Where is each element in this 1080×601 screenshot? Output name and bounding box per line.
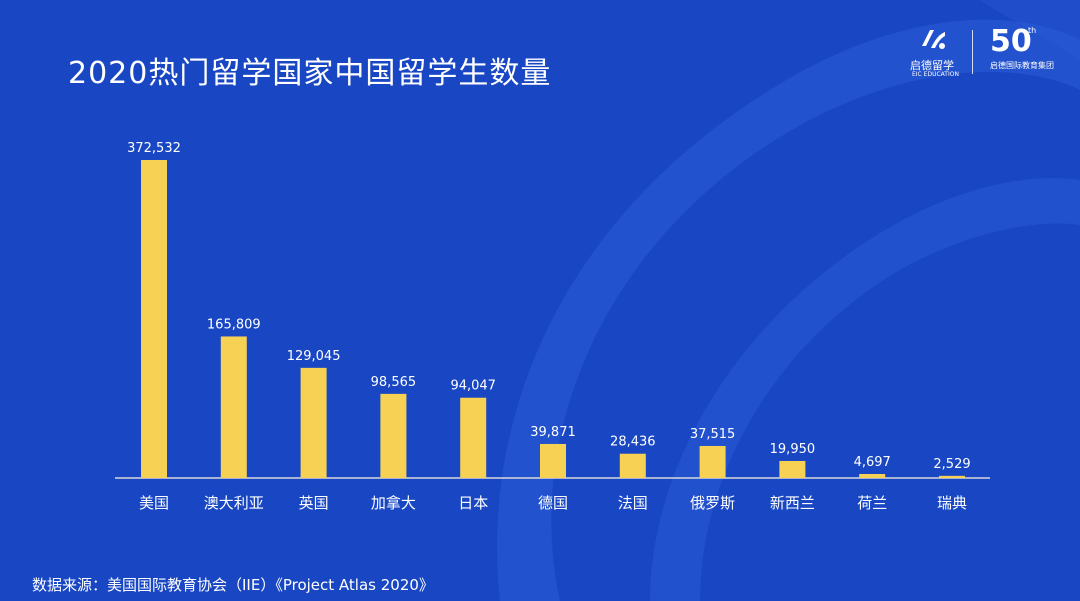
bar-value-label: 4,697 (854, 455, 891, 470)
logo-divider (972, 30, 973, 74)
bar-value-label: 165,809 (207, 317, 261, 332)
bar-value-label: 94,047 (450, 379, 496, 394)
bar (859, 473, 886, 478)
logo-text-en: EIC EDUCATION (912, 71, 959, 78)
logo-text-cn: 启德留学 (910, 59, 954, 72)
category-label: 加拿大 (371, 494, 416, 512)
category-label: 日本 (458, 494, 488, 512)
category-label: 新西兰 (770, 494, 815, 512)
category-label: 俄罗斯 (690, 494, 735, 512)
bar (300, 367, 327, 478)
eic-logo-icon (922, 30, 945, 49)
bar-value-label: 129,045 (287, 349, 341, 364)
bar-value-label: 37,515 (690, 427, 736, 442)
bar (619, 453, 646, 478)
bar-value-label: 98,565 (371, 375, 417, 390)
bar (460, 397, 487, 478)
anniversary-number: 50 (990, 24, 1032, 59)
bar (939, 475, 965, 478)
bar (540, 443, 566, 478)
bar-value-label: 372,532 (127, 141, 181, 156)
page-title: 2020热门留学国家中国留学生数量 (68, 56, 552, 91)
category-label: 美国 (139, 494, 169, 512)
bar (779, 460, 806, 478)
category-label: 德国 (538, 494, 568, 512)
bar-value-label: 19,950 (770, 442, 816, 457)
category-label: 荷兰 (857, 494, 887, 512)
category-label: 澳大利亚 (204, 494, 264, 512)
anniversary-suffix: th (1028, 26, 1037, 35)
brand-logo: 启德留学 EIC EDUCATION 50 th 启德国际教育集团 (910, 24, 1060, 78)
bar (699, 445, 726, 478)
bar (380, 393, 407, 478)
data-source-note: 数据来源：美国国际教育协会（IIE）《Project Atlas 2020》 (32, 576, 434, 594)
category-label: 法国 (618, 494, 648, 512)
bar-value-label: 39,871 (530, 425, 576, 440)
bar-value-label: 28,436 (610, 435, 656, 450)
bar-value-label: 2,529 (933, 457, 970, 472)
category-label: 瑞典 (937, 494, 967, 512)
category-label: 英国 (299, 494, 329, 512)
anniversary-subtitle: 启德国际教育集团 (990, 61, 1054, 70)
bar (141, 160, 167, 478)
bar (220, 336, 247, 478)
